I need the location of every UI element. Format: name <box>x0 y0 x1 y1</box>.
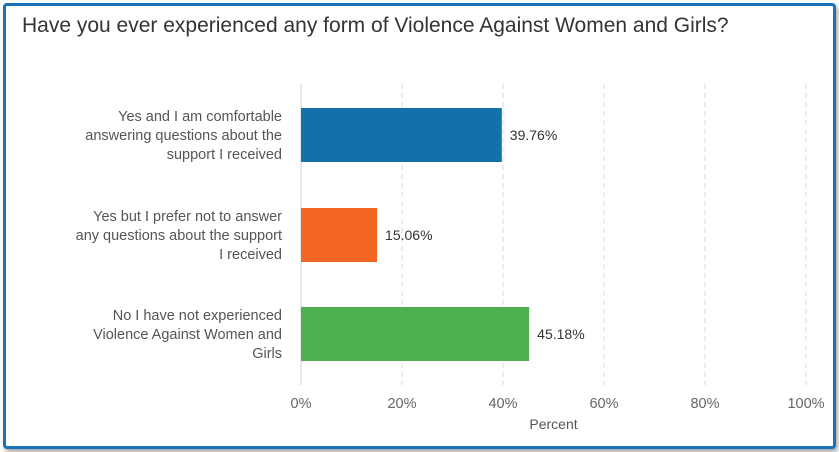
data-labels: 39.76% 15.06% 45.18% <box>385 127 585 342</box>
x-tick-label-60: 60% <box>589 396 618 412</box>
chart-frame <box>3 3 836 449</box>
category-label-line: Yes but I prefer not to answer <box>93 209 282 225</box>
category-label-line: No I have not experienced <box>113 308 282 324</box>
category-labels: Yes and I am comfortable answering questi… <box>76 109 283 362</box>
x-tick-label-100: 100% <box>787 396 824 412</box>
category-label-line: Yes and I am comfortable <box>118 109 282 125</box>
x-tick-label-20: 20% <box>387 396 416 412</box>
bar-3 <box>301 307 530 361</box>
category-label-line: Violence Against Women and <box>93 327 282 343</box>
category-label-1: Yes and I am comfortable answering questi… <box>85 109 282 163</box>
bars <box>301 108 530 361</box>
category-label-line: any questions about the support <box>76 228 282 244</box>
data-label-3: 45.18% <box>537 326 584 342</box>
category-label-line: I received <box>219 247 282 263</box>
category-label-line: Girls <box>252 346 282 362</box>
bar-1 <box>301 108 502 162</box>
category-label-2: Yes but I prefer not to answer any questi… <box>76 209 283 263</box>
category-label-line: support I received <box>167 147 282 163</box>
x-tick-label-0: 0% <box>291 396 312 412</box>
category-label-line: answering questions about the <box>85 128 282 144</box>
x-tick-labels: 0% 20% 40% 60% 80% 100% <box>291 396 825 412</box>
data-label-1: 39.76% <box>510 127 557 143</box>
category-label-3: No I have not experienced Violence Agains… <box>93 308 282 362</box>
x-tick-label-40: 40% <box>488 396 517 412</box>
x-axis-title: Percent <box>529 416 577 432</box>
chart-title: Have you ever experienced any form of Vi… <box>22 14 729 37</box>
data-label-2: 15.06% <box>385 227 432 243</box>
x-tick-label-80: 80% <box>690 396 719 412</box>
bar-2 <box>301 208 378 262</box>
